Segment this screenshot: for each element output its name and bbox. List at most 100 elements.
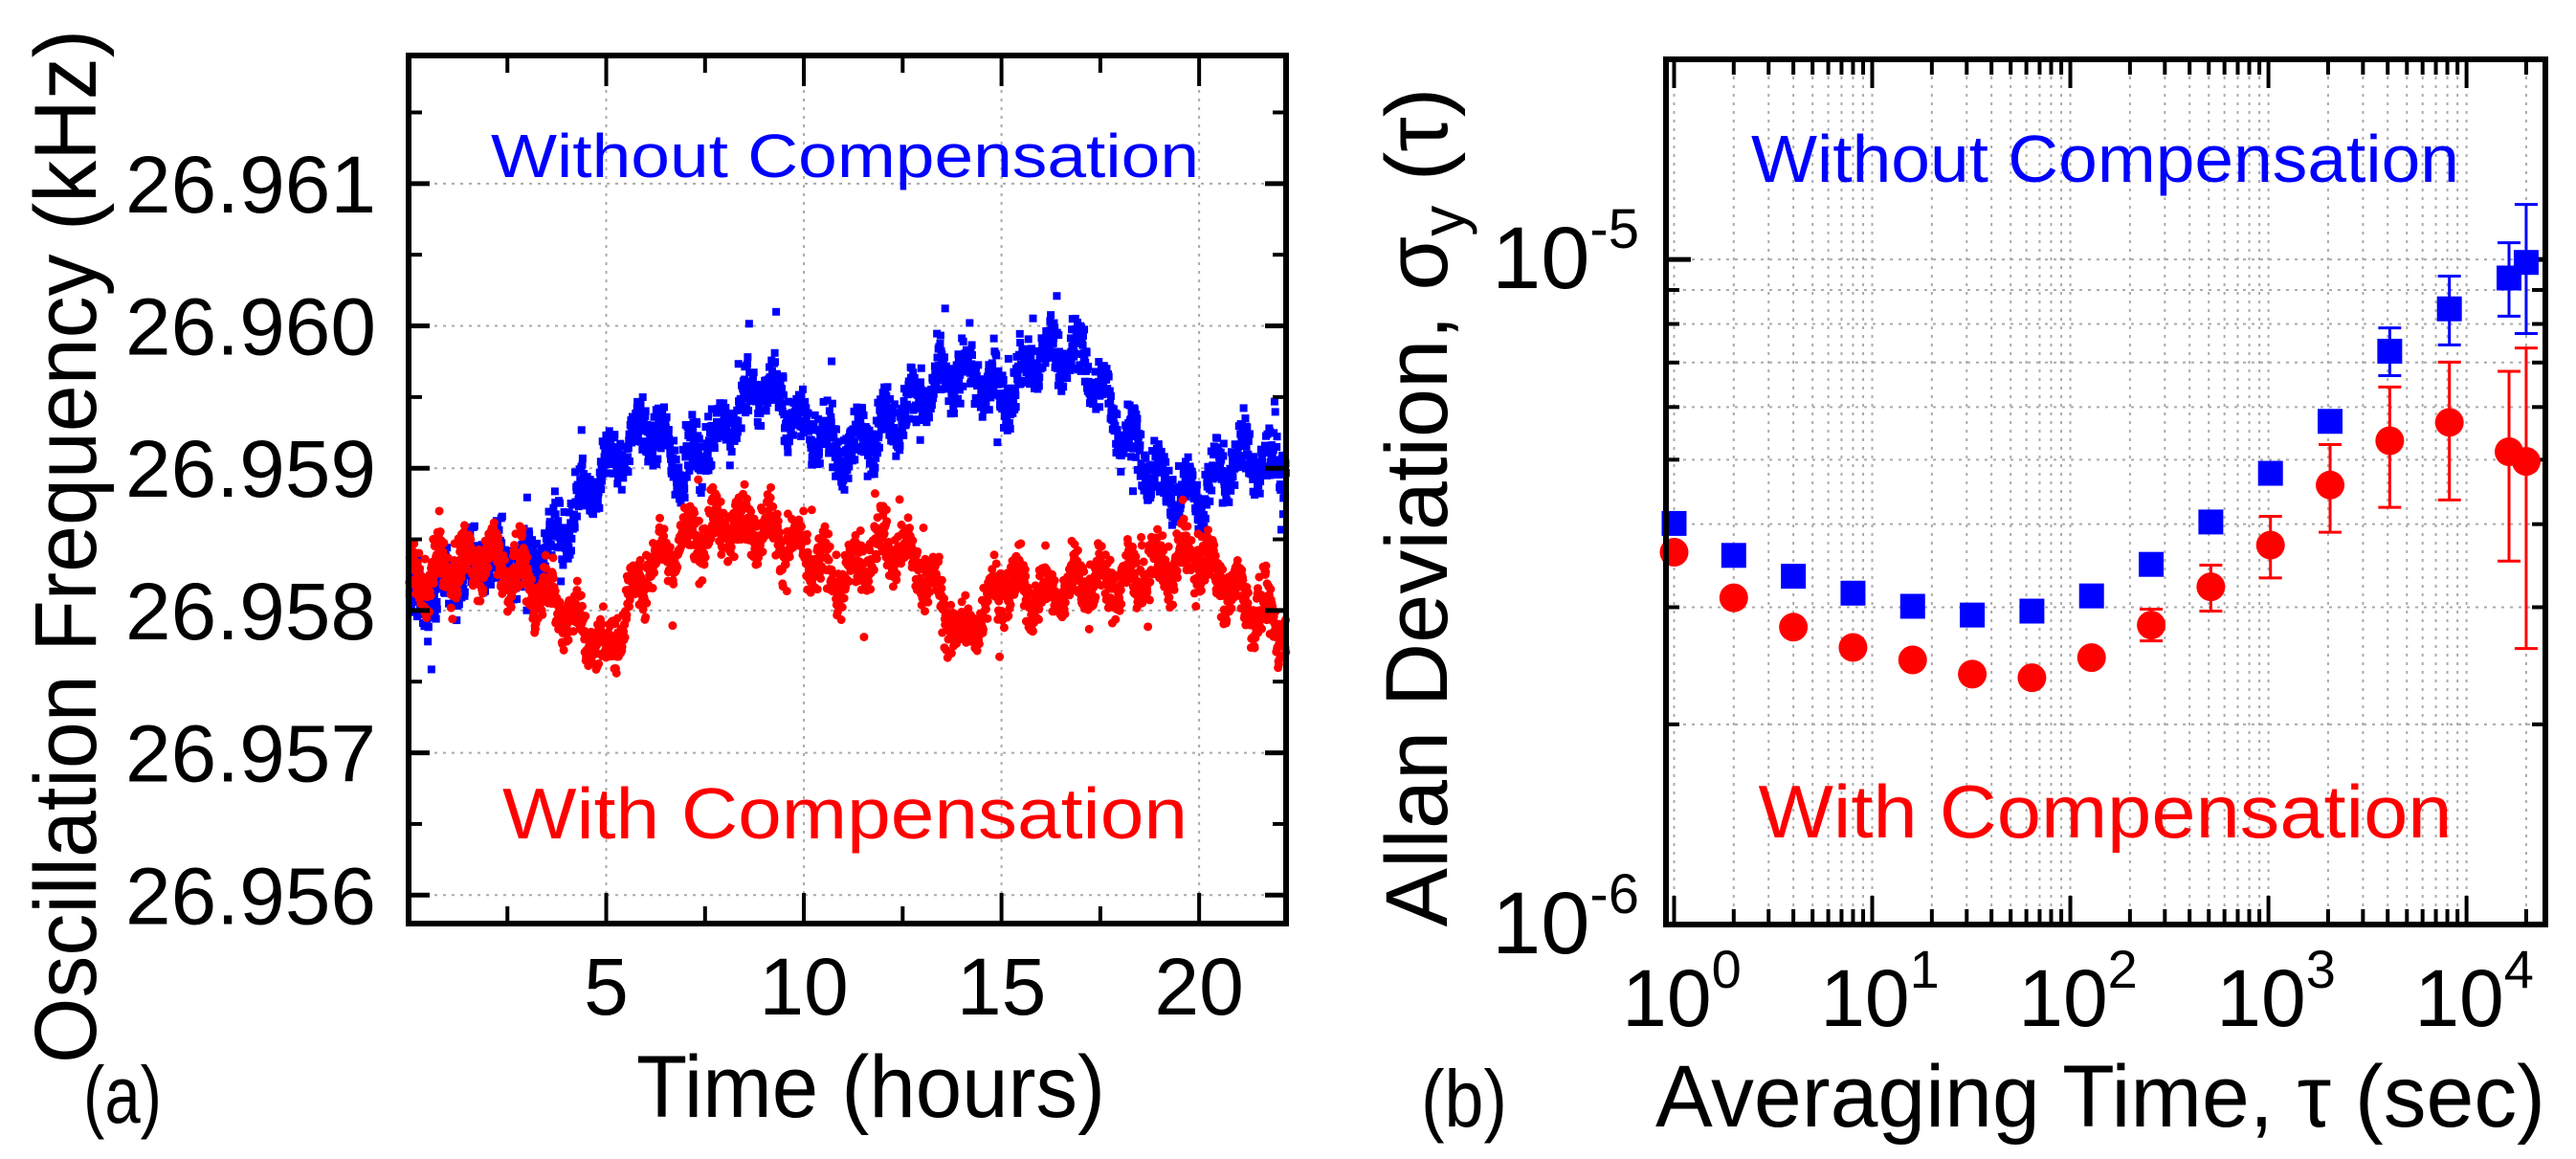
data-point-square (570, 519, 579, 527)
data-point-square (537, 545, 545, 553)
data-point-circle (548, 573, 558, 583)
data-point-square (980, 385, 988, 393)
data-point-circle (1111, 614, 1121, 624)
data-point-circle (888, 582, 898, 591)
data-point-square (1184, 453, 1192, 461)
data-point-square (689, 427, 698, 435)
data-point-circle (518, 524, 527, 534)
data-point-square (967, 350, 976, 359)
data-point-square (1113, 410, 1121, 418)
data-point-square (1258, 458, 1267, 467)
data-point-square (748, 375, 757, 384)
data-point-square (653, 459, 661, 468)
data-point-square (543, 540, 551, 548)
data-point-square (916, 401, 924, 410)
data-point-square (1192, 489, 1201, 498)
data-point-square (1047, 311, 1055, 320)
data-point-square (554, 517, 563, 525)
data-point-square (433, 605, 441, 613)
data-point-square (1027, 352, 1035, 361)
data-point-square (801, 397, 810, 406)
data-point-square (1142, 454, 1150, 462)
data-point-circle (937, 584, 946, 593)
data-point-circle (700, 560, 709, 569)
data-point-square (985, 368, 993, 376)
data-point-square (1244, 436, 1253, 445)
data-point-circle (844, 576, 854, 586)
data-point-square (811, 411, 819, 419)
data-point-circle (1029, 626, 1038, 635)
data-point-circle (1137, 541, 1146, 550)
data-point-square (686, 444, 695, 453)
data-point-square (962, 345, 970, 354)
data-point-circle (766, 482, 776, 492)
data-point-square (778, 400, 787, 409)
data-point-square (1050, 319, 1058, 327)
data-point-square (597, 477, 606, 485)
data-point-square (1104, 372, 1113, 381)
data-point-square (813, 414, 822, 423)
data-point-square (1024, 335, 1033, 344)
data-point-circle (456, 573, 466, 583)
data-point-square (1225, 498, 1233, 506)
data-point-square (745, 368, 754, 377)
data-point-circle (1060, 609, 1070, 618)
data-point-square (998, 371, 1007, 380)
data-point-square (1278, 451, 1287, 459)
data-point-circle (766, 493, 775, 502)
data-point-circle (866, 585, 876, 594)
data-point-circle (1145, 577, 1155, 587)
data-point-square (657, 437, 666, 446)
data-point-square (1018, 376, 1027, 385)
data-point-square (549, 522, 558, 530)
data-point-square (1095, 358, 1103, 367)
data-point-square (1255, 481, 1263, 490)
data-point-square (890, 400, 899, 409)
data-point-square (895, 435, 903, 443)
data-point-square (566, 550, 574, 559)
data-point-square (1035, 373, 1044, 382)
data-point-square (566, 546, 575, 555)
data-point-circle (581, 612, 590, 621)
data-point-square (1149, 482, 1158, 491)
y-tick-label: 26.961 (125, 140, 376, 230)
data-point-square (1270, 397, 1278, 406)
data-point-square (733, 406, 742, 414)
data-point-square (675, 495, 683, 503)
data-point-square (1255, 489, 1264, 498)
data-point-square (486, 580, 495, 589)
data-point-square (734, 416, 743, 425)
data-point-square (1128, 432, 1137, 440)
data-point-square (1154, 440, 1163, 449)
data-point-circle (1073, 546, 1082, 555)
data-point-circle (1158, 531, 1167, 541)
data-point-square (939, 357, 947, 366)
data-point-square (896, 442, 904, 451)
data-point-circle (659, 524, 669, 534)
data-point-square (1120, 449, 1128, 457)
data-point-square (878, 419, 887, 428)
data-point-circle (1191, 602, 1201, 612)
data-point-square (644, 457, 653, 466)
data-point-square (844, 474, 853, 482)
data-point-circle (1097, 542, 1106, 551)
data-point-square (702, 445, 711, 454)
data-point-circle (550, 587, 560, 596)
data-point-circle (648, 584, 657, 593)
data-point-square (1089, 400, 1098, 409)
data-point-square (424, 622, 433, 631)
data-point-square (1171, 518, 1180, 526)
data-point-square (1089, 395, 1098, 404)
data-point-circle (429, 579, 438, 589)
data-point-square (613, 479, 622, 488)
data-point-square (659, 428, 668, 436)
data-point-square (645, 453, 654, 461)
data-point-square (722, 434, 731, 442)
data-point-square (1054, 381, 1062, 390)
data-point-circle (1144, 622, 1153, 632)
data-point-circle (1050, 576, 1059, 586)
data-point-circle (802, 529, 811, 539)
data-point-circle (723, 556, 733, 566)
data-point-square (619, 474, 628, 482)
data-point-square (1243, 423, 1252, 432)
